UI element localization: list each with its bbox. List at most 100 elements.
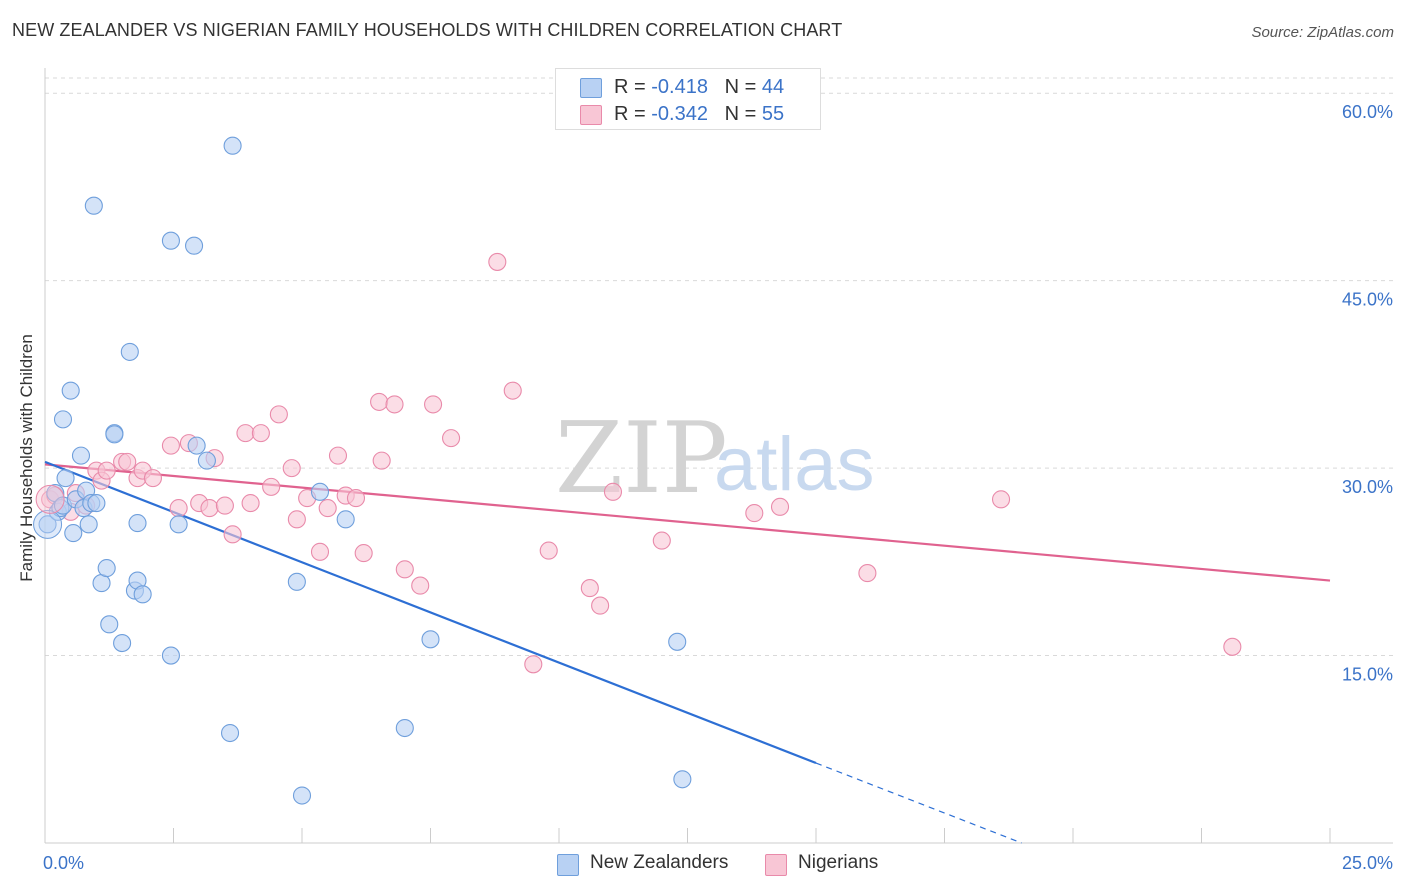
nz-point (161, 231, 180, 250)
ng-point (503, 381, 522, 400)
nz-point (71, 446, 91, 465)
chart-title: NEW ZEALANDER VS NIGERIAN FAMILY HOUSEHO… (12, 20, 843, 40)
ng-point (200, 499, 219, 518)
nz-point (61, 381, 80, 400)
nz-point (56, 469, 75, 488)
nz-point (133, 585, 152, 604)
ng-point (745, 504, 764, 523)
ng-point (1223, 637, 1242, 656)
legend-stats-text: R = -0.342 N = 55 (614, 103, 784, 126)
r-label: R = (614, 76, 652, 98)
ng-point (118, 452, 137, 471)
ng-point (539, 541, 558, 560)
stats-legend: R = -0.418 N = 44 R = -0.342 N = 55 (555, 68, 821, 130)
nz-trend-extension (815, 762, 1022, 844)
ng-point (215, 496, 234, 515)
ng-point (310, 542, 330, 561)
ng-point (236, 424, 255, 443)
n-label: N = (724, 103, 762, 125)
ng-point (269, 405, 288, 424)
ng-point (282, 459, 301, 478)
nz-point (197, 451, 216, 470)
legend-swatch-nigerians (580, 105, 602, 125)
watermark-atlas: atlas (714, 422, 875, 507)
ng-point (318, 499, 337, 518)
ng-point (346, 489, 366, 508)
ng-point (97, 461, 116, 480)
ng-point (652, 531, 671, 550)
r-value: -0.342 (651, 103, 708, 125)
ng-point (411, 576, 430, 595)
ng-point (858, 564, 877, 583)
ng-point (395, 560, 414, 579)
x-tick-label: 25.0% (1342, 853, 1393, 873)
source-credit: Source: ZipAtlas.com (1251, 24, 1394, 41)
nz-point (100, 615, 119, 634)
legend-swatch-new-zealanders (557, 854, 579, 876)
ng-point (442, 429, 461, 448)
ng-point (603, 482, 623, 501)
ng-point (372, 451, 391, 470)
nz-point (287, 572, 306, 591)
nz-point (169, 515, 188, 534)
legend-label: Nigerians (798, 852, 879, 873)
ng-point (223, 525, 242, 544)
nz-point (105, 425, 124, 444)
ng-point (251, 424, 270, 443)
nz-point (64, 524, 83, 543)
n-value: 55 (761, 103, 785, 125)
legend-swatch-new-zealanders (580, 78, 602, 98)
ng-point (143, 469, 162, 488)
nz-point (292, 786, 312, 805)
x-tick-label: 0.0% (43, 853, 84, 873)
nz-point (84, 196, 103, 215)
r-label: R = (614, 103, 652, 125)
ng-trend-line (44, 463, 1331, 582)
nz-point (53, 410, 73, 429)
nz-point (220, 723, 240, 743)
y-tick-label: 60.0% (1342, 102, 1393, 122)
nz-point (92, 574, 111, 593)
nz-point (336, 510, 355, 529)
nz-point (87, 494, 106, 513)
ng-point (488, 252, 507, 271)
nz-point (223, 136, 242, 155)
nz-point (79, 515, 98, 534)
nz-point (668, 632, 687, 651)
nz-point (421, 630, 440, 649)
y-tick-label: 30.0% (1342, 477, 1393, 497)
nz-point (38, 515, 57, 534)
nz-point (113, 634, 132, 653)
ng-point (991, 490, 1011, 509)
ng-point (161, 436, 180, 455)
ng-point (262, 477, 281, 496)
nz-point (187, 436, 206, 455)
nz-point (185, 236, 204, 255)
n-value: 44 (761, 76, 785, 98)
ng-point (770, 497, 790, 516)
legend-stats-text: R = -0.418 N = 44 (614, 76, 784, 99)
nz-point (97, 559, 116, 578)
nz-point (395, 718, 414, 738)
y-tick-label: 15.0% (1342, 665, 1393, 685)
ng-point (354, 544, 373, 563)
ng-point (591, 596, 610, 615)
data-points (33, 136, 1242, 805)
nz-point (161, 646, 180, 665)
ng-point (287, 510, 306, 529)
ng-point (580, 579, 599, 598)
axes (44, 68, 1393, 844)
nz-point (673, 770, 692, 789)
n-label: N = (724, 76, 762, 98)
y-tick-label: 45.0% (1342, 290, 1393, 310)
y-axis-label: Family Households with Children (17, 334, 36, 582)
ng-point (385, 395, 404, 414)
legend-swatch-nigerians (765, 854, 787, 876)
ng-point (241, 494, 260, 513)
legend-label: New Zealanders (590, 852, 729, 873)
nz-point (120, 342, 139, 361)
nz-point-large (33, 509, 63, 539)
tick-labels: 15.0% 30.0% 45.0% 60.0% 0.0% 25.0% (43, 102, 1393, 873)
watermark: ZIP atlas (555, 402, 875, 516)
